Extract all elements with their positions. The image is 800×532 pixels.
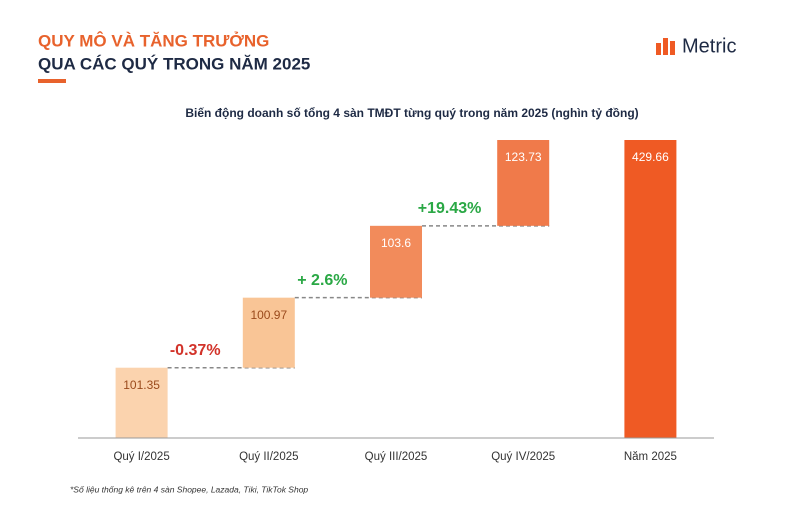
title-line1: QUY MÔ VÀ TĂNG TRƯỞNG xyxy=(38,31,269,50)
bar xyxy=(115,367,168,438)
footnote: *Số liệu thống kê trên 4 sàn Shopee, Laz… xyxy=(70,484,308,494)
change-annotation: +19.43% xyxy=(418,200,482,217)
brand-logo: Metric xyxy=(656,35,736,57)
change-annotation: -0.37% xyxy=(170,342,221,359)
bar xyxy=(242,297,295,368)
title-line2: QUA CÁC QUÝ TRONG NĂM 2025 xyxy=(38,54,310,73)
value-label: 100.97 xyxy=(250,308,287,322)
bar xyxy=(497,140,550,226)
change-annotation: + 2.6% xyxy=(297,272,347,289)
bar xyxy=(624,140,677,438)
logo-bar xyxy=(663,38,668,55)
x-tick-label: Quý II/2025 xyxy=(239,451,298,463)
bar xyxy=(370,225,422,298)
value-label: 123.73 xyxy=(505,150,542,164)
x-tick-label: Quý III/2025 xyxy=(365,451,428,463)
x-tick-label: Năm 2025 xyxy=(624,451,677,463)
x-tick-label: Quý I/2025 xyxy=(113,451,169,463)
title-underline xyxy=(38,79,66,83)
value-label: 101.35 xyxy=(123,378,160,392)
logo-bar xyxy=(670,41,675,55)
value-label: 103.6 xyxy=(381,236,411,250)
brand-name: Metric xyxy=(682,35,736,57)
logo-bar xyxy=(656,43,661,55)
chart-title: Biến động doanh số tổng 4 sàn TMĐT từng … xyxy=(185,106,638,120)
value-label: 429.66 xyxy=(632,150,669,164)
x-tick-label: Quý IV/2025 xyxy=(491,451,555,463)
